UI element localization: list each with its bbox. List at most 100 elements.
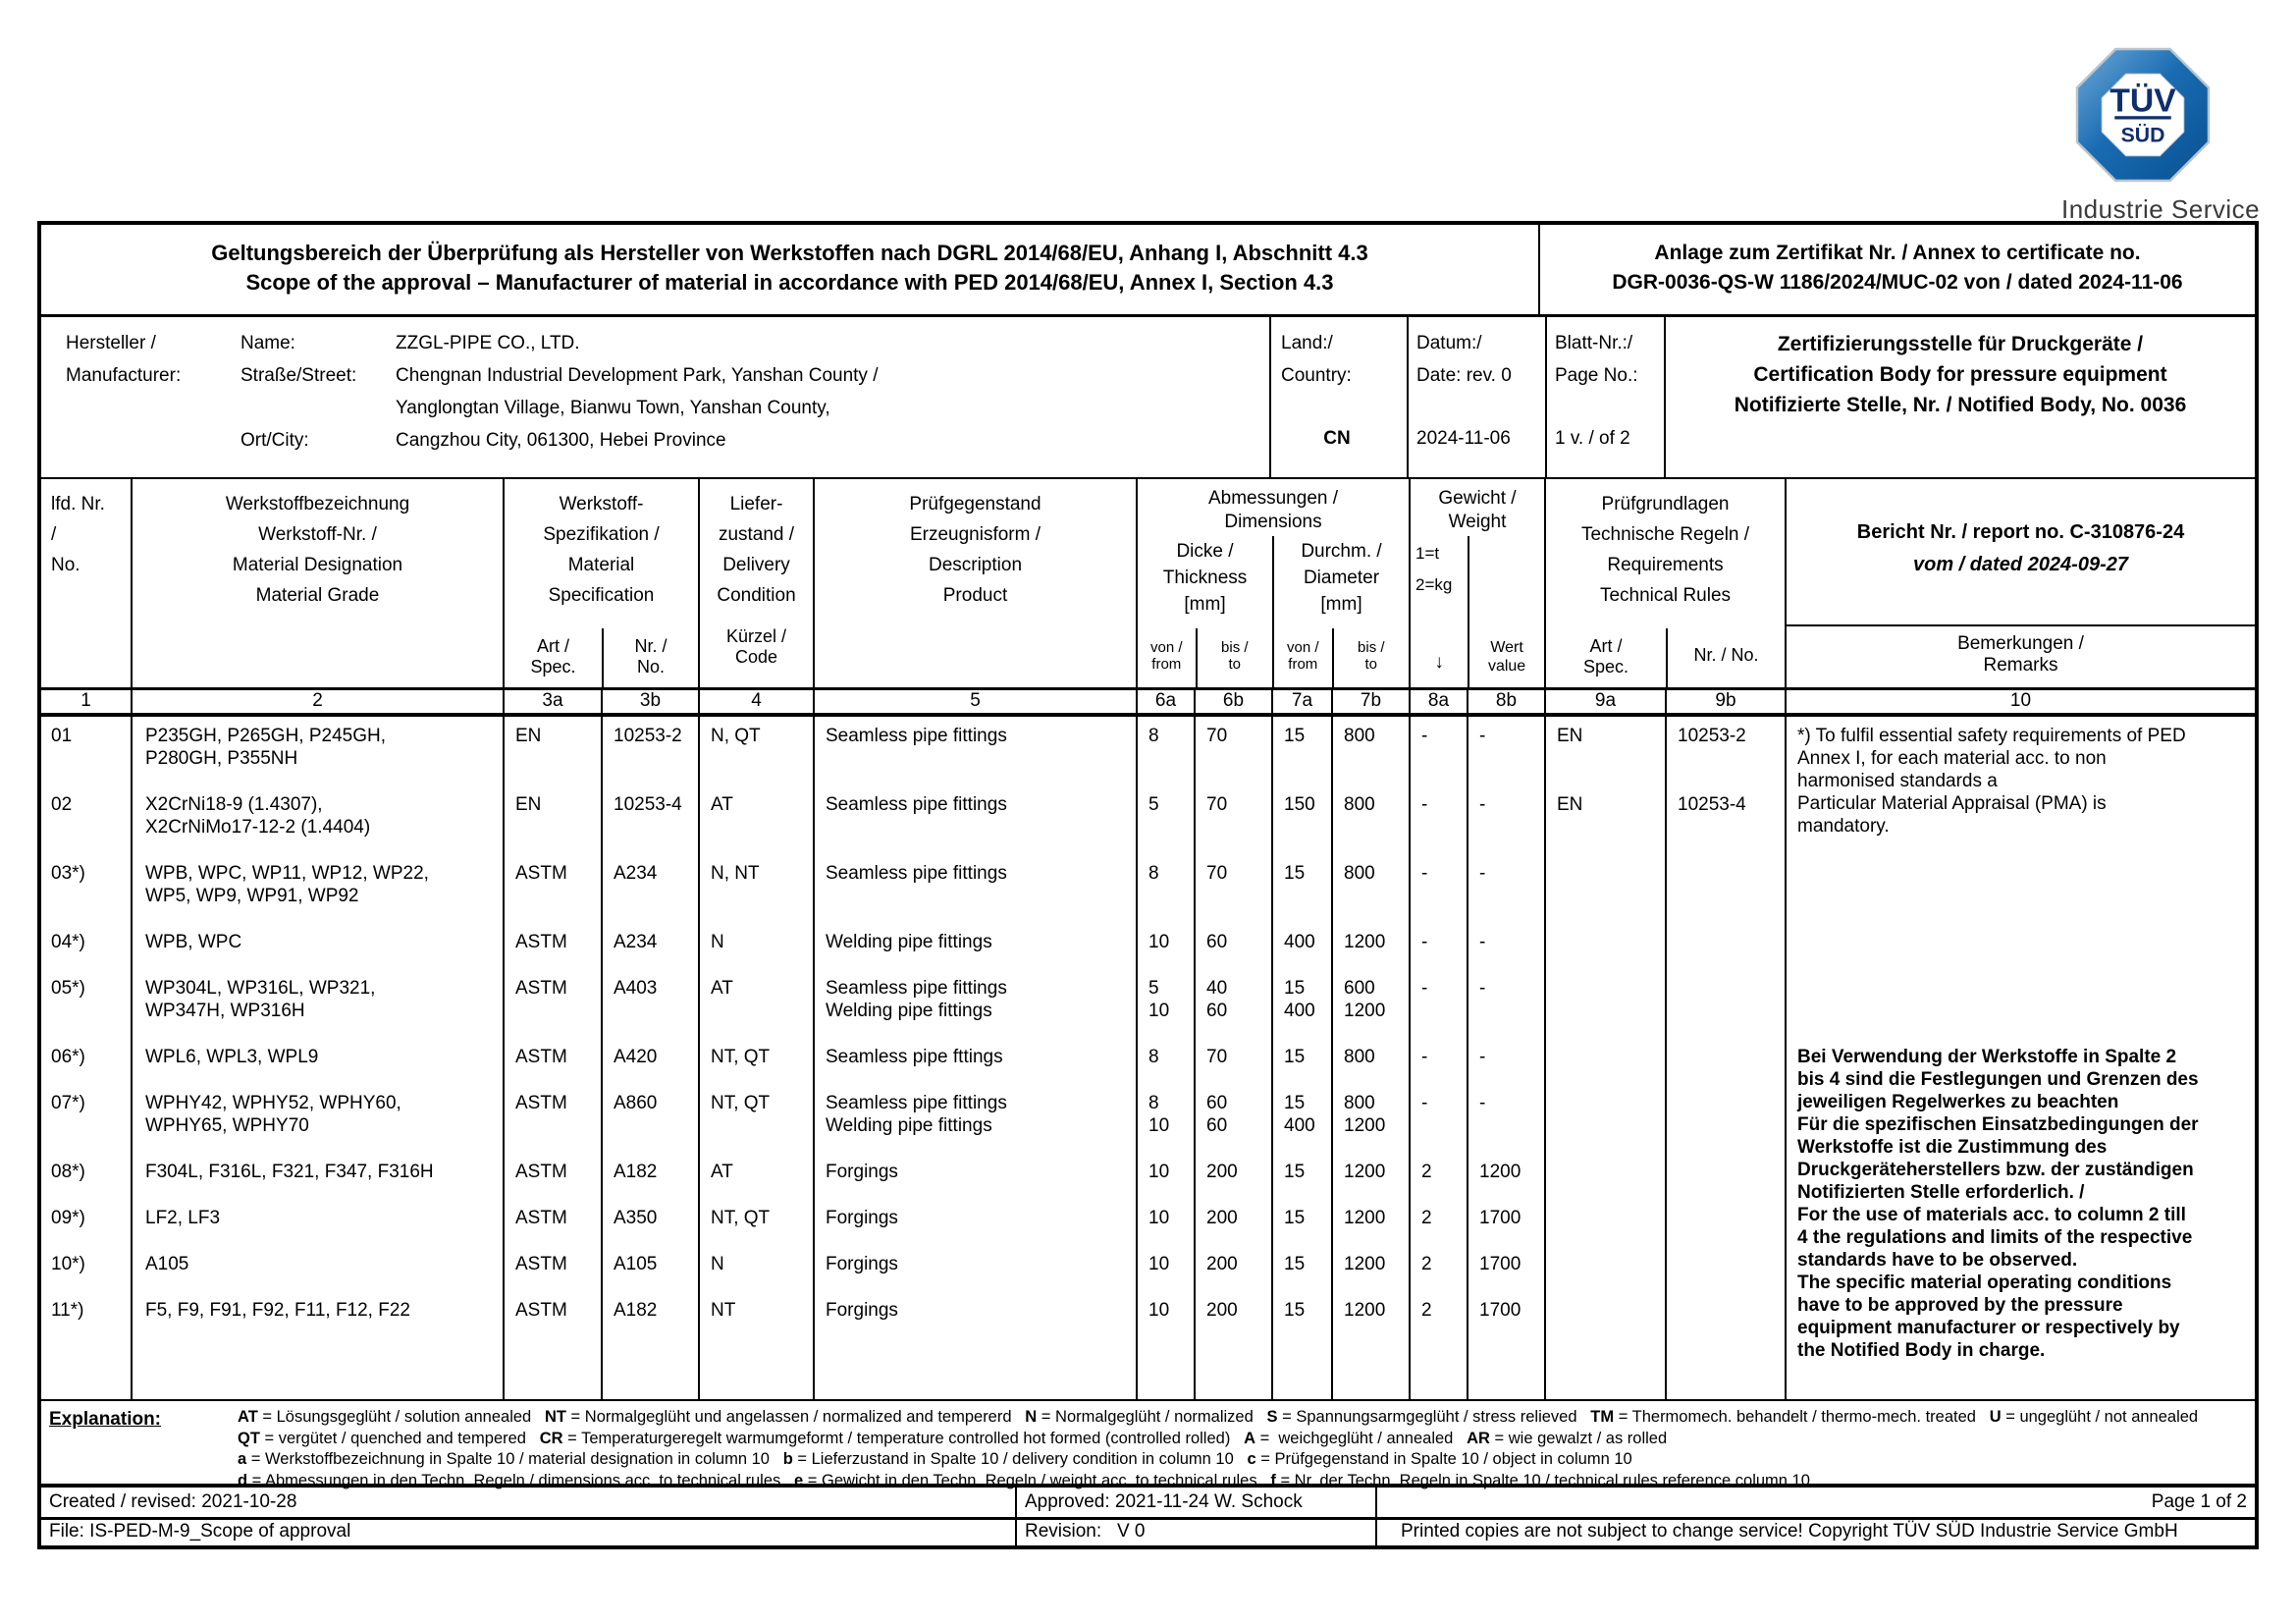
table-cell: 10253-2 — [614, 726, 682, 746]
table-cell: 1200 — [1344, 1300, 1386, 1321]
column-number: 8b — [1468, 690, 1546, 713]
header-line: Abmessungen / — [1207, 488, 1339, 509]
manufacturer-band: Hersteller / Manufacturer: Name: Straße/… — [41, 317, 2255, 479]
table-body: 01 02 03*) 04*) 05*) 06*) 07*) 08*) 09*) 10*) 11*)… — [41, 717, 2255, 1401]
table-cell: - — [1479, 863, 1486, 884]
footer-row-1: Created / revised: 2021-10-28 Approved: … — [41, 1488, 2255, 1520]
header-line: Thickness — [1162, 568, 1248, 588]
remarks-line: Werkstoffe ist die Zustimmung des — [1797, 1137, 2108, 1158]
thickness-from-label: von / from — [1138, 628, 1196, 687]
table-cell: 11*) — [51, 1300, 84, 1321]
table-cell: 15 — [1284, 1300, 1306, 1321]
header-line: Material Grade — [255, 585, 380, 606]
table-cell — [1678, 1092, 1785, 1161]
header-line: Dicke / — [1176, 541, 1234, 562]
logo-sud-text: SÜD — [2121, 123, 2165, 147]
country-label-en: Country: — [1281, 365, 1352, 386]
header-line: Material Designation — [232, 555, 403, 575]
table-column-d_to: 800 800 800 1200 600 1200 800 800 1200 1200 1200 12… — [1333, 717, 1411, 1399]
manufacturer-info: Hersteller / Manufacturer: Name: Straße/… — [41, 317, 1271, 477]
remarks-line: For the use of materials acc. to column … — [1797, 1205, 2186, 1225]
table-cell: 15 — [1284, 1208, 1306, 1228]
explanation-line: AT = Lösungsgeglüht / solution annealed … — [238, 1408, 2199, 1426]
table-cell — [1678, 1253, 1785, 1299]
explanation-text: AT = Lösungsgeglüht / solution annealed … — [238, 1407, 2251, 1491]
remarks-line: Particular Material Appraisal (PMA) is — [1797, 793, 2107, 814]
table-column-code: N, QT AT N, NT N AT NT, QT NT, QT AT NT, QT N NT — [700, 717, 815, 1399]
page-label-en: Page No.: — [1555, 365, 1638, 386]
table-cell — [1557, 931, 1665, 977]
table-cell: NT, QT — [711, 1208, 771, 1228]
table-cell: Seamless pipe fittings Welding pipe fitti… — [826, 978, 1007, 1021]
table-cell: 200 — [1206, 1162, 1238, 1182]
header-line: No. — [636, 657, 665, 677]
footer-created: Created / revised: 2021-10-28 — [41, 1488, 1017, 1517]
street-value-1: Chengnan Industrial Development Park, Ya… — [396, 365, 879, 386]
footer-page-number: Page 1 of 2 — [2151, 1491, 2247, 1512]
column-number: 9b — [1667, 690, 1787, 713]
table-cell — [1678, 1207, 1785, 1253]
table-cell: ASTM — [515, 1093, 567, 1113]
table-cell: P235GH, P265GH, P245GH, P280GH, P355NH — [145, 726, 387, 769]
header-line: No. — [51, 555, 80, 575]
page-value: 1 v. / of 2 — [1555, 428, 1630, 449]
weight-value-label: Wert value — [1468, 536, 1544, 687]
table-cell: ASTM — [515, 1254, 567, 1274]
city-label: Ort/City: — [240, 430, 309, 451]
remarks-line: mandatory. — [1797, 816, 1890, 837]
header-line: Werkstoffbezeichnung — [225, 494, 410, 514]
name-value: ZZGL-PIPE CO., LTD. — [396, 333, 580, 353]
thickness-to-label: bis / to — [1195, 628, 1272, 687]
table-cell: N, QT — [711, 726, 761, 746]
table-cell — [1678, 1046, 1785, 1092]
table-cell: 5 — [1148, 794, 1159, 815]
title-band: Geltungsbereich der Überprüfung als Hers… — [41, 225, 2255, 317]
table-column-d_from: 15 150 15 400 15 400 15 15 400 15 15 15 15 — [1273, 717, 1333, 1399]
remarks-line: Druckgeräteherstellers bzw. der zuständi… — [1797, 1160, 2194, 1180]
table-cell: ASTM — [515, 978, 567, 999]
table-cell: 1200 — [1479, 1162, 1522, 1182]
date-cell: Datum:/ Date: rev. 0 2024-11-06 — [1409, 317, 1547, 477]
table-cell: ASTM — [515, 1047, 567, 1067]
table-cell: 8 — [1148, 1047, 1159, 1067]
table-cell: 15 — [1284, 726, 1306, 746]
remarks-line: standards have to be observed. — [1797, 1250, 2078, 1271]
country-cell: Land:/ Country: CN — [1271, 317, 1409, 477]
logo-caption: Industrie Service — [2061, 194, 2261, 224]
rules-art-label: Art / Spec. — [1546, 628, 1666, 687]
table-cell: Forgings — [826, 1162, 898, 1182]
table-cell — [1557, 1092, 1665, 1161]
header-line: Durchm. / — [1301, 541, 1382, 562]
header-line: Remarks — [1983, 655, 2058, 676]
table-cell — [1678, 977, 1785, 1046]
footer-file: File: IS-PED-M-9_Scope of approval — [41, 1520, 1017, 1545]
table-cell — [1557, 862, 1665, 931]
table-cell: 10253-4 — [1678, 794, 1746, 815]
header-line: to — [1364, 656, 1378, 673]
annex-reference: Anlage zum Zertifikat Nr. / Annex to cer… — [1540, 225, 2255, 314]
table-cell: 800 1200 — [1344, 1093, 1386, 1136]
weight-unit1-label: 1=t — [1415, 544, 1440, 563]
header-line: / — [51, 524, 57, 545]
header-line: Delivery — [722, 555, 790, 575]
table-data-columns: 01 02 03*) 04*) 05*) 06*) 07*) 08*) 09*) 10*) 11*)… — [41, 717, 1787, 1399]
table-cell — [1678, 1161, 1785, 1207]
remarks-line: Notifizierten Stelle erforderlich. / — [1797, 1182, 2085, 1203]
table-cell: 800 — [1344, 726, 1375, 746]
table-cell: 10 — [1148, 1208, 1170, 1228]
spec-group-label: Werkstoff- Spezifikation / Material Specifi… — [505, 479, 698, 628]
table-cell: 03*) — [51, 863, 85, 884]
table-cell: F5, F9, F91, F92, F11, F12, F22 — [145, 1300, 410, 1321]
header-line: Prüfgrundlagen — [1601, 494, 1730, 514]
street-value-2: Yanglongtan Village, Bianwu Town, Yansha… — [396, 398, 830, 418]
table-column-t_from: 8 5 8 10 5 10 8 8 10 10 10 10 10 — [1138, 717, 1196, 1399]
remarks-note: *) To fulfil essential safety requiremen… — [1797, 725, 2251, 838]
table-cell — [1678, 862, 1785, 931]
table-cell: 10 — [1148, 932, 1170, 952]
table-cell: 70 — [1206, 1047, 1228, 1067]
certbody-line2: Certification Body for pressure equipmen… — [1753, 363, 2167, 386]
remarks-line: Für die spezifischen Einsatzbedingungen … — [1797, 1114, 2199, 1135]
table-cell: ASTM — [515, 1162, 567, 1182]
table-column-rule_spec: EN EN — [1546, 717, 1667, 1399]
table-cell: EN — [515, 726, 542, 746]
